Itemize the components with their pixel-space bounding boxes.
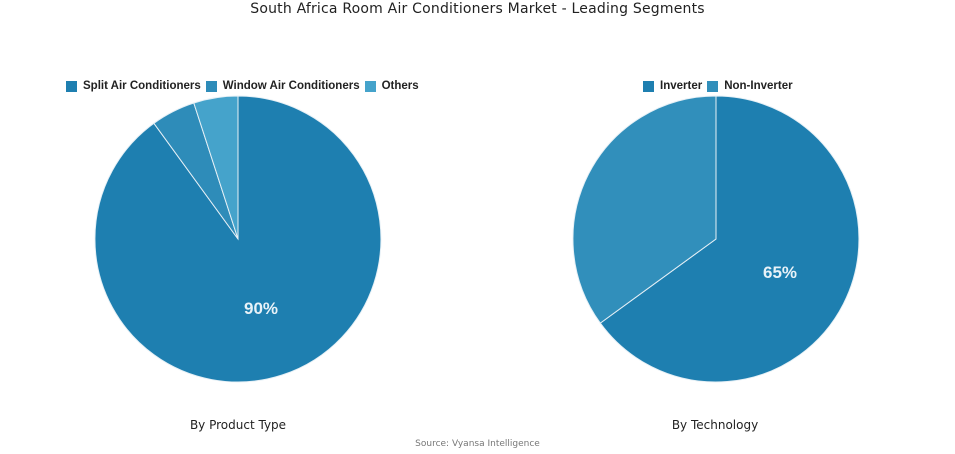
- slice-inverter[interactable]: [599, 95, 860, 383]
- legend-swatch-inverter: [643, 80, 654, 92]
- legend-item-inverter[interactable]: Inverter: [643, 80, 702, 92]
- legend-label: Window Air Conditioners: [222, 80, 360, 92]
- data-label-inverter: 65%: [763, 263, 797, 282]
- legend-technology: Inverter Non-Inverter: [643, 80, 798, 92]
- caption-product-type: By Product Type: [189, 418, 287, 432]
- legend-label: Others: [381, 80, 419, 92]
- legend-label: Inverter: [660, 80, 703, 92]
- caption-technology: By Technology: [671, 418, 759, 432]
- pie-technology: 65%: [572, 95, 860, 383]
- legend-swatch-window: [205, 80, 217, 92]
- legend-label: Non-Inverter: [724, 80, 793, 92]
- legend-label: Split Air Conditioners: [83, 80, 201, 92]
- slice-others[interactable]: [193, 95, 239, 240]
- slice-non-inverter[interactable]: [572, 95, 717, 324]
- legend-product-type: Split Air Conditioners Window Air Condit…: [66, 80, 424, 92]
- chart-title: South Africa Room Air Conditioners Marke…: [250, 1, 705, 17]
- pie-product-type: 90%: [94, 95, 382, 383]
- legend-item-others[interactable]: Others: [364, 80, 419, 92]
- legend-item-non-inverter[interactable]: Non-Inverter: [707, 80, 793, 92]
- legend-swatch-split: [66, 80, 77, 92]
- legend-item-split[interactable]: Split Air Conditioners: [66, 80, 201, 92]
- legend-item-window[interactable]: Window Air Conditioners: [205, 80, 360, 92]
- data-label-split: 90%: [244, 299, 278, 318]
- source-note: Source: Vyansa Intelligence: [415, 439, 540, 449]
- legend-swatch-non-inverter: [707, 80, 719, 92]
- legend-swatch-others: [364, 80, 376, 92]
